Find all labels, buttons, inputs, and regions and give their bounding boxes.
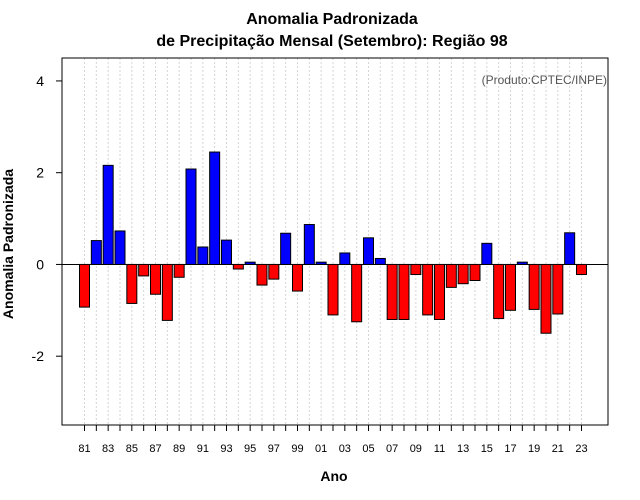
y-axis: -2 0 2 4 (32, 73, 62, 364)
bars (79, 151, 587, 334)
bar-1999 (291, 263, 303, 292)
bar-1988 (161, 263, 173, 321)
bar-2007 (386, 263, 398, 320)
bar-2015 (481, 242, 493, 265)
bar-2001 (315, 261, 327, 265)
bar-2023 (575, 263, 587, 276)
x-tick-label: 95 (244, 443, 256, 455)
bar-2014 (469, 263, 481, 281)
bar-2021 (552, 263, 564, 315)
bar-2008 (398, 263, 410, 320)
x-tick-label: 01 (315, 443, 327, 455)
bar-2003 (339, 252, 351, 265)
bar-2005 (362, 237, 374, 265)
bar-1987 (149, 263, 161, 295)
bar-2019 (528, 263, 540, 310)
bar-2017 (504, 263, 516, 311)
x-tick-label: 09 (410, 443, 422, 455)
chart-title: Anomalia Padronizada (246, 11, 418, 28)
x-axis: 81 83 85 87 89 91 93 95 97 99 01 03 05 07 09 11 13 15 17 19… (78, 425, 588, 455)
bar-2004 (351, 263, 363, 323)
x-tick-label: 05 (362, 443, 374, 455)
bar-2011 (433, 263, 445, 320)
bar-1985 (126, 263, 138, 304)
bar-1981 (79, 263, 90, 308)
annotation-label: (Produto:CPTEC/INPE) (482, 73, 607, 87)
bar-1990 (185, 168, 197, 265)
bar-2009 (410, 263, 422, 276)
x-tick-label: 23 (575, 443, 587, 455)
x-axis-title: Ano (320, 468, 347, 484)
x-tick-label: 07 (386, 443, 398, 455)
x-tick-label: 93 (220, 443, 232, 455)
bar-1986 (138, 263, 150, 277)
x-tick-label: 17 (504, 443, 516, 455)
x-tick-label: 99 (291, 443, 303, 455)
bar-1993 (220, 239, 232, 265)
x-tick-label: 81 (78, 443, 90, 455)
x-tick-label: 11 (434, 443, 445, 455)
x-tick-label: 03 (339, 443, 351, 455)
bar-2002 (327, 263, 339, 316)
x-tick-label: 83 (102, 443, 114, 455)
x-tick-label: 91 (197, 443, 209, 455)
x-tick-label: 85 (126, 443, 138, 455)
y-tick-label: -2 (32, 348, 45, 364)
x-tick-label: 13 (457, 443, 469, 455)
x-tick-label: 19 (528, 443, 540, 455)
gridlines (84, 58, 582, 425)
bar-1983 (102, 164, 114, 265)
bar-1997 (268, 263, 280, 280)
y-tick-label: 2 (36, 165, 44, 181)
bar-1989 (173, 263, 185, 278)
bar-1982 (90, 240, 102, 265)
x-tick-label: 15 (481, 443, 493, 455)
x-tick-label: 89 (173, 443, 185, 455)
bar-2010 (422, 263, 434, 316)
chart-subtitle: de Precipitação Mensal (Setembro): Regiã… (156, 33, 507, 50)
bar-2020 (540, 263, 552, 334)
bar-2000 (303, 224, 315, 265)
bar-1991 (197, 246, 209, 265)
x-tick-label: 87 (149, 443, 161, 455)
y-axis-title: Anomalia Padronizada (0, 169, 16, 319)
bar-2018 (516, 261, 528, 265)
bar-1994 (232, 263, 244, 270)
bar-1992 (209, 151, 221, 265)
bar-2022 (564, 232, 576, 265)
bar-1996 (256, 263, 268, 286)
x-tick-label: 97 (268, 443, 280, 455)
bar-2012 (445, 263, 457, 288)
y-tick-label: 0 (36, 256, 44, 272)
bar-1995 (244, 261, 256, 265)
bar-1984 (114, 230, 126, 265)
bar-1998 (280, 232, 292, 265)
bar-2006 (374, 257, 386, 265)
bar-2013 (457, 263, 469, 285)
x-tick-label: 21 (552, 443, 564, 455)
bar-2016 (493, 263, 505, 320)
plot-frame (61, 57, 609, 426)
y-tick-label: 4 (36, 73, 44, 89)
